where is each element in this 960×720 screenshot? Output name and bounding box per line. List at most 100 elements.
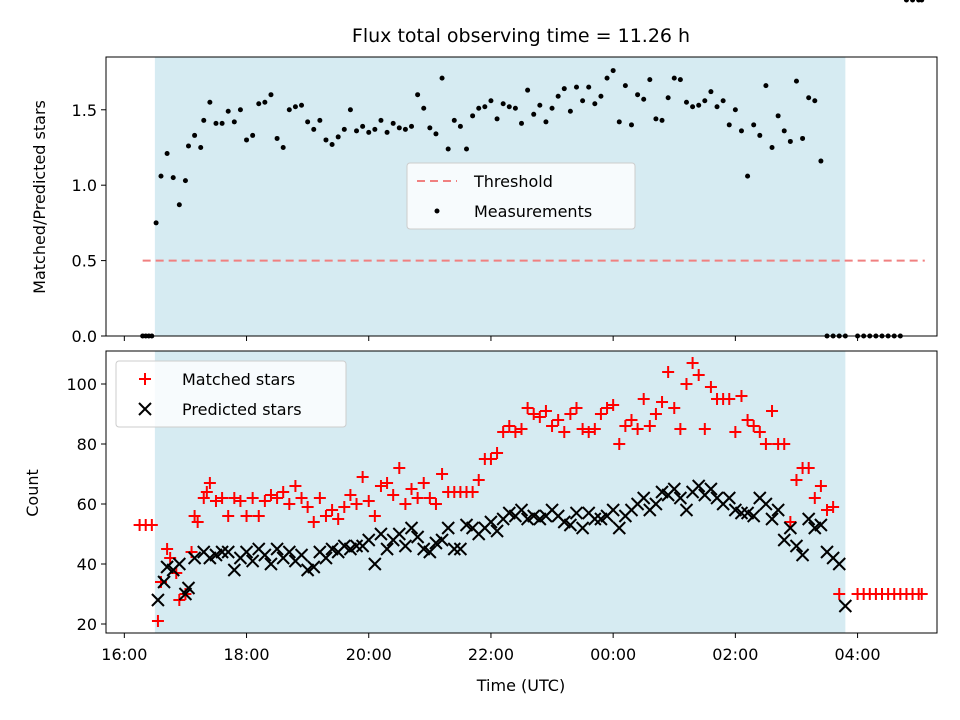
predicted-star-point — [172, 557, 187, 571]
measurement-point — [402, 126, 408, 132]
measurement-point — [525, 87, 531, 93]
matched-star-point — [417, 477, 430, 489]
predicted-star-point — [636, 491, 651, 505]
top-x-axis-ticks — [123, 336, 859, 341]
measurement-point — [586, 84, 592, 90]
matched-star-point — [151, 615, 164, 627]
matched-star-point — [759, 438, 772, 450]
predicted-star-point — [795, 548, 810, 562]
matched-star-point — [546, 420, 559, 432]
top-y-tick-label: 0.5 — [72, 252, 97, 271]
matched-star-point — [368, 510, 381, 522]
predicted-star-point — [245, 554, 260, 568]
measurement-point — [207, 99, 213, 105]
x-tick-label: 18:00 — [223, 645, 269, 664]
predicted-star-point — [227, 563, 242, 577]
predicted-star-point — [258, 548, 272, 562]
predicted-star-point — [215, 545, 229, 559]
matched-star-point — [766, 405, 779, 417]
measurement-point — [549, 105, 555, 111]
measurement-point — [341, 126, 347, 132]
measurement-point — [299, 102, 305, 108]
predicted-star-point — [319, 551, 333, 565]
matched-star-point — [656, 396, 669, 408]
measurement-point — [153, 220, 159, 226]
matched-star-point — [222, 510, 235, 522]
legend-matched-label: Matched stars — [182, 370, 295, 389]
predicted-star-point — [777, 533, 791, 547]
predicted-star-point — [691, 479, 706, 493]
x-tick-label: 04:00 — [835, 645, 881, 664]
measurement-point — [476, 105, 482, 111]
predicted-star-point — [673, 491, 688, 505]
top-legend-box — [406, 162, 636, 230]
measurement-point — [176, 202, 182, 208]
measurement-point — [653, 116, 659, 122]
measurement-point — [500, 101, 506, 107]
measurement-point — [598, 93, 604, 99]
matched-star-point — [228, 492, 241, 504]
predicted-star-point — [349, 539, 364, 553]
measurement-point — [192, 132, 198, 138]
top-y-tick-label: 1.5 — [72, 101, 97, 120]
measurement-point — [543, 119, 549, 125]
predicted-star-point — [441, 521, 455, 535]
measurement-point — [616, 119, 622, 125]
matched-star-point — [283, 498, 296, 510]
predicted-star-point — [832, 557, 846, 571]
predicted-star-point — [734, 506, 749, 520]
matched-star-point — [515, 423, 528, 435]
measurement-point — [702, 98, 708, 104]
matched-star-point — [521, 402, 534, 414]
matched-star-point — [686, 357, 699, 369]
matched-star-point — [570, 402, 583, 414]
matched-star-point — [747, 420, 760, 432]
matched-star-point — [381, 477, 394, 489]
measurement-point — [757, 132, 763, 138]
bottom-y-tick-label: 60 — [77, 495, 97, 514]
matched-star-point — [405, 483, 418, 495]
predicted-stars-series — [151, 479, 853, 613]
matched-star-point — [313, 492, 326, 504]
matched-star-point — [411, 492, 424, 504]
matched-star-point — [564, 408, 577, 420]
predicted-star-point — [151, 593, 165, 607]
bottom-axes-frame — [105, 350, 938, 634]
matched-star-point — [588, 423, 601, 435]
predicted-star-point — [374, 527, 388, 541]
measurement-point — [198, 144, 204, 150]
matched-star-point — [576, 423, 589, 435]
predicted-star-point — [380, 542, 394, 556]
measurement-point — [769, 144, 775, 150]
matched-star-point — [735, 390, 748, 402]
matched-star-point — [399, 498, 412, 510]
bottom-y-axis-ticks: 20 40 60 80 100 — [66, 375, 106, 634]
measurement-point — [280, 144, 286, 150]
matched-star-point — [191, 516, 204, 528]
measurement-point — [225, 108, 231, 114]
predicted-star-point — [606, 503, 620, 517]
matched-star-point — [173, 594, 186, 606]
measurement-point — [182, 178, 188, 184]
measurement-point — [812, 98, 818, 104]
predicted-star-point — [783, 521, 798, 535]
bottom-legend: Matched stars Predicted stars — [115, 360, 347, 428]
predicted-star-point — [569, 506, 584, 520]
measurement-point — [378, 117, 384, 123]
measurement-point — [628, 122, 634, 128]
x-tick-label: 02:00 — [712, 645, 758, 664]
measurement-point — [561, 86, 567, 92]
predicted-star-point — [157, 575, 171, 589]
measurement-point — [158, 173, 164, 179]
matched-star-point — [607, 399, 620, 411]
measurement-point — [732, 107, 738, 113]
measurement-point — [580, 98, 586, 104]
matched-star-point — [753, 426, 766, 438]
predicted-star-point — [612, 521, 626, 535]
measurement-point — [775, 113, 781, 119]
top-legend: Threshold Measurements — [406, 162, 636, 230]
measurement-point — [274, 135, 280, 141]
measurement-point — [396, 125, 402, 131]
matched-star-point — [332, 513, 345, 525]
predicted-star-point — [563, 518, 578, 532]
